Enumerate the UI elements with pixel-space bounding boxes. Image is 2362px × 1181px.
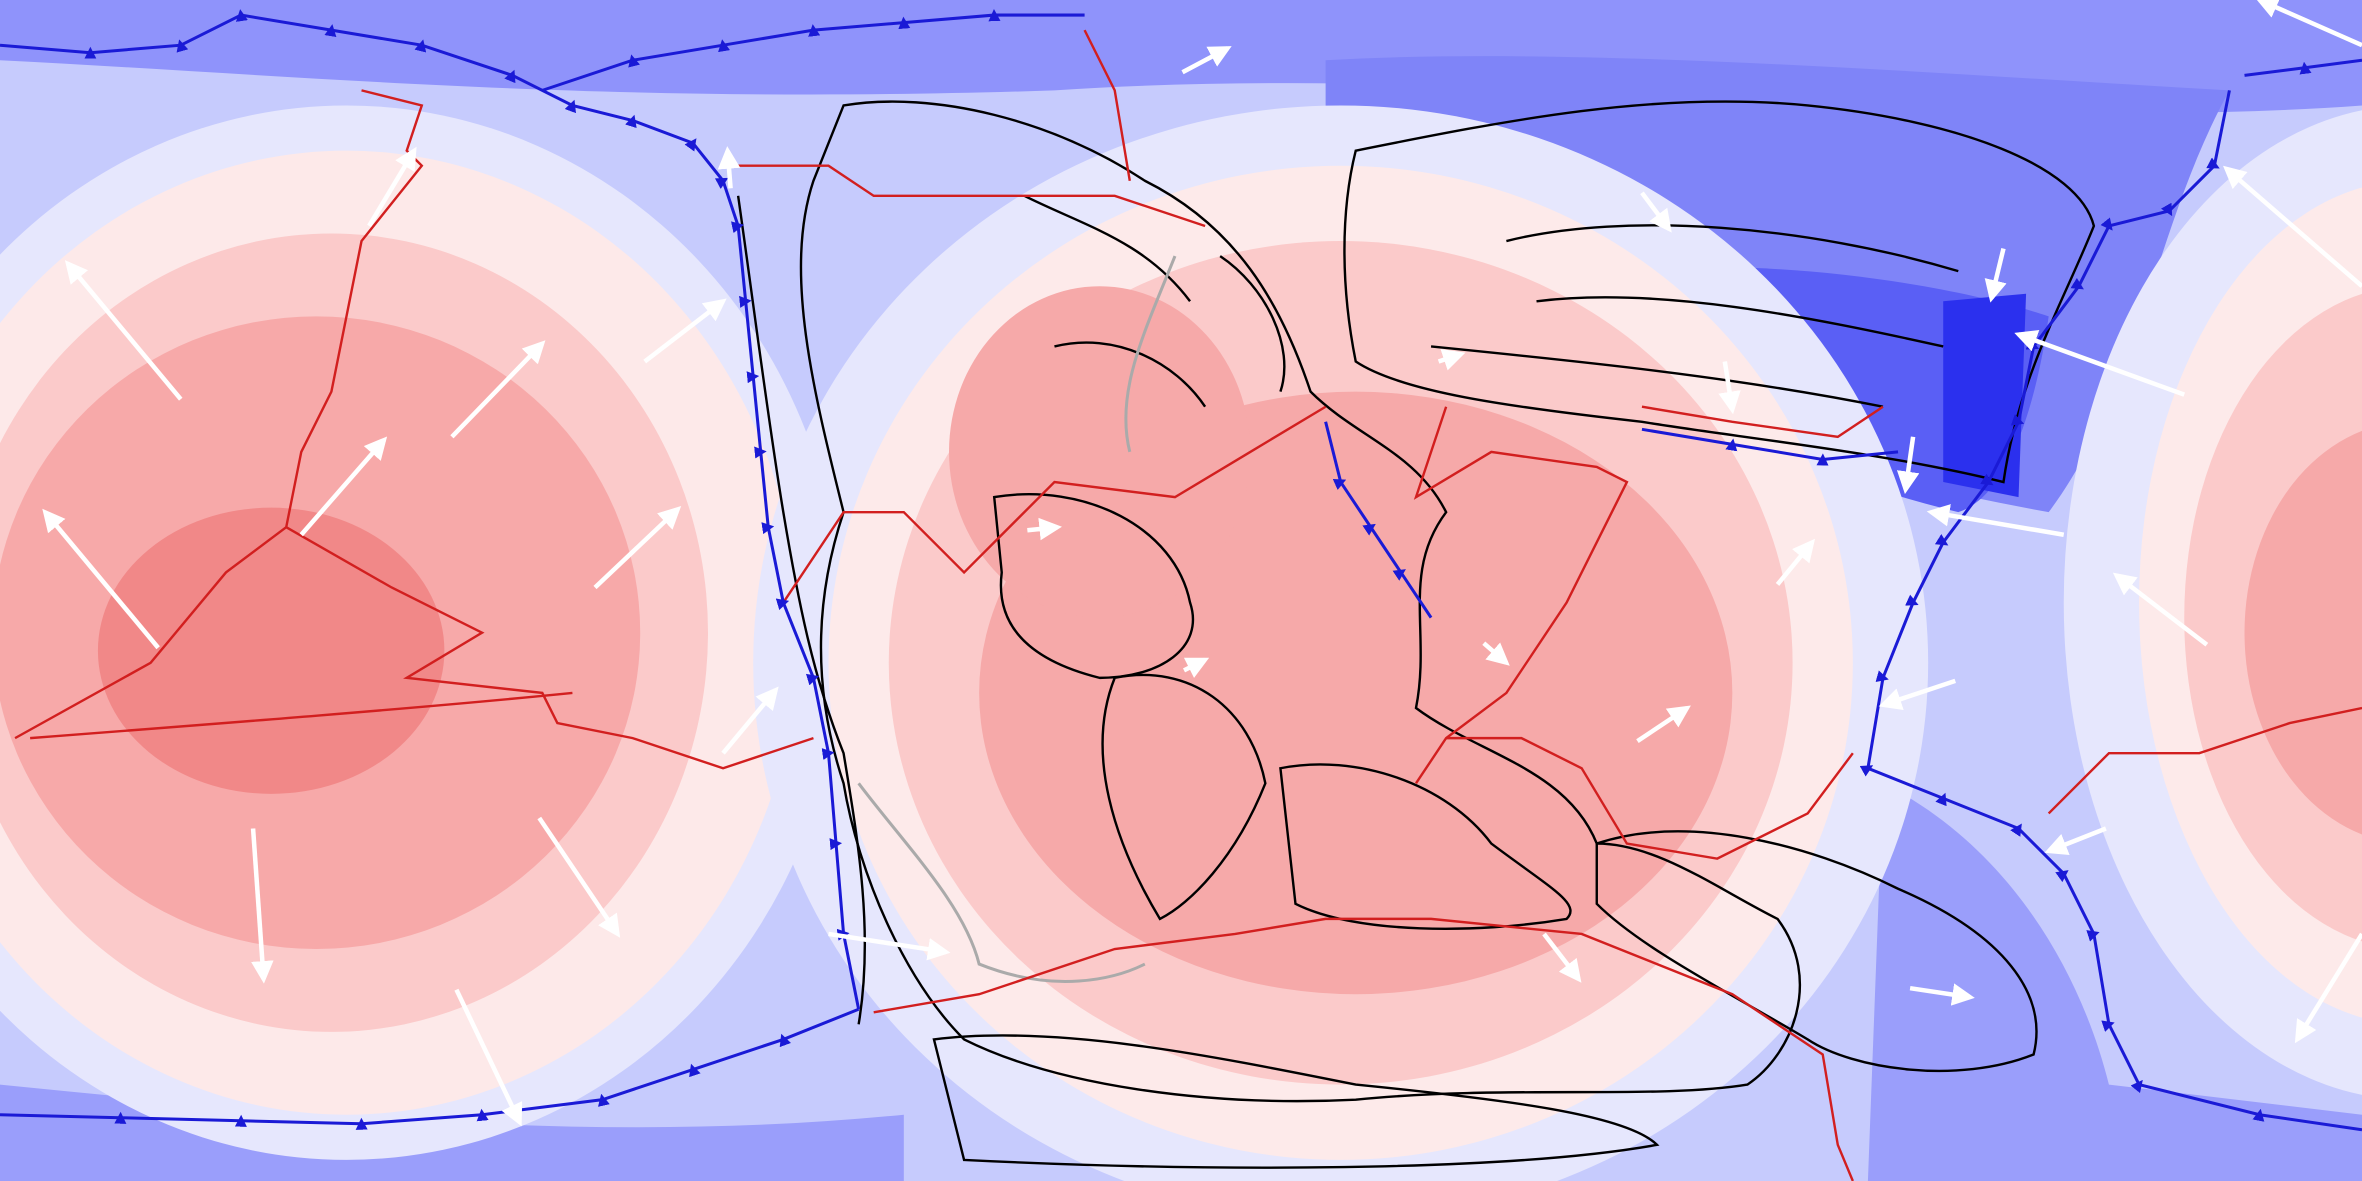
subduction-zone xyxy=(1859,90,2362,1132)
coastline xyxy=(1279,763,1572,930)
velocity-arrow xyxy=(450,340,546,439)
coastline xyxy=(932,1034,1660,1169)
ridge xyxy=(1413,406,1629,784)
velocity-arrow xyxy=(64,260,183,401)
ridge xyxy=(1083,29,1131,181)
field-band xyxy=(2244,430,2362,835)
field-band xyxy=(1943,293,2027,498)
velocity-arrow xyxy=(2223,165,2362,288)
velocity-arrow xyxy=(717,146,741,189)
velocity-arrow xyxy=(1718,361,1741,415)
velocity-arrow xyxy=(454,988,523,1127)
field-band xyxy=(97,507,445,794)
velocity-arrow xyxy=(2014,329,2186,397)
velocity-arrow xyxy=(299,436,388,537)
subduction-zone xyxy=(2244,58,2362,77)
ridge xyxy=(1446,736,1854,860)
velocity-arrow xyxy=(1027,517,1062,541)
velocity-arrow xyxy=(1636,705,1691,744)
coastline xyxy=(992,493,1195,680)
velocity-arrow xyxy=(1878,678,1956,710)
velocity-arrow xyxy=(721,686,779,755)
velocity-arrow xyxy=(42,508,160,650)
velocity-arrow xyxy=(250,828,274,984)
velocity-arrow xyxy=(1984,248,2007,303)
suture xyxy=(857,255,1177,983)
velocity-arrow xyxy=(367,146,417,228)
subduction-zone xyxy=(541,9,1085,92)
subduction-zone xyxy=(1641,427,1899,466)
velocity-arrow xyxy=(1926,504,2065,537)
velocity-arrow xyxy=(1183,657,1210,678)
velocity-arrow xyxy=(1640,191,1672,233)
ridge xyxy=(782,405,1327,604)
subduction-zones xyxy=(0,9,2362,1132)
velocity-arrow xyxy=(1775,538,1816,586)
velocity-arrow xyxy=(537,816,621,938)
coastline xyxy=(1101,673,1267,921)
subduction-zone xyxy=(0,1007,860,1130)
coastline xyxy=(1023,194,1286,408)
field-band xyxy=(949,286,1251,618)
velocity-arrow xyxy=(643,298,727,364)
velocity-arrow xyxy=(2255,0,2362,48)
velocity-arrow xyxy=(1542,932,1582,983)
velocity-arrow xyxy=(828,931,951,961)
velocity-arrow xyxy=(1181,46,1232,75)
velocity-arrow xyxy=(1909,983,1975,1006)
velocity-arrow xyxy=(2294,932,2362,1044)
ridge xyxy=(873,917,1854,1181)
velocity-arrow xyxy=(1896,436,1920,495)
velocity-arrow xyxy=(593,506,682,590)
velocity-arrow xyxy=(2112,572,2209,647)
velocity-arrow xyxy=(1482,641,1510,666)
subduction-zone xyxy=(0,9,861,1010)
velocity-arrow xyxy=(1437,348,1466,371)
velocity-arrow xyxy=(2044,826,2107,855)
subduction-zone xyxy=(1324,421,1433,619)
velocity-arrows xyxy=(42,0,2362,1127)
